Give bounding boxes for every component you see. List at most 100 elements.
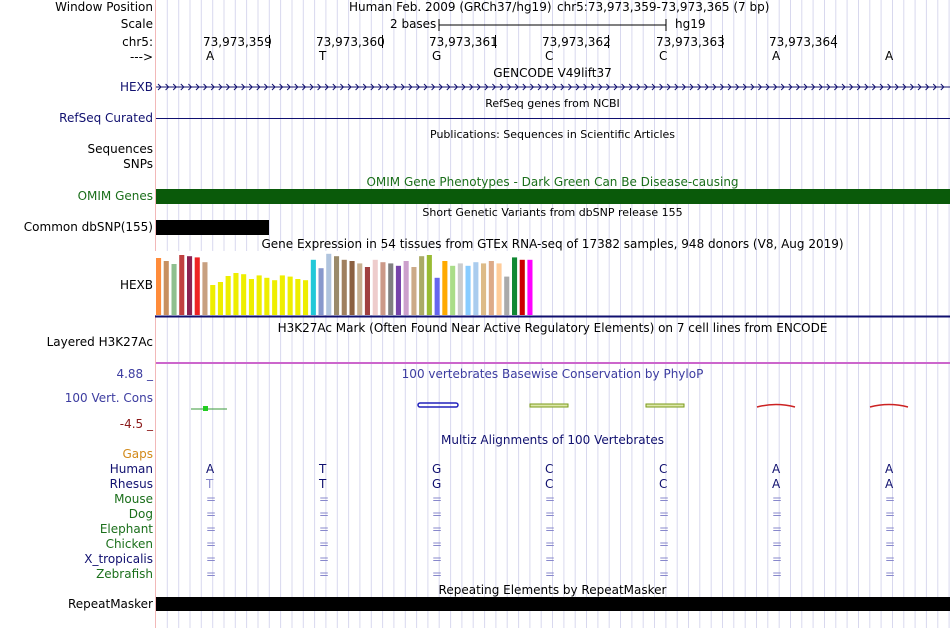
gtex-tissue-bar[interactable] <box>473 262 479 315</box>
species-label[interactable]: X_tropicalis <box>84 552 153 566</box>
sequences-label[interactable]: Sequences <box>87 142 153 156</box>
alignment-base: = <box>432 492 443 506</box>
dbsnp-label[interactable]: Common dbSNP(155) <box>23 220 153 234</box>
gtex-tissue-bar[interactable] <box>295 279 301 315</box>
gtex-tissue-bar[interactable] <box>465 265 471 315</box>
gtex-tissue-bar[interactable] <box>241 274 247 315</box>
strand-chevron <box>271 83 276 91</box>
gtex-tissue-bar[interactable] <box>488 261 494 315</box>
gaps-label[interactable]: Gaps <box>122 447 153 461</box>
strand-chevron <box>210 83 215 91</box>
species-label[interactable]: Rhesus <box>109 477 153 491</box>
strand-chevron <box>378 83 383 91</box>
gtex-tissue-bar[interactable] <box>187 256 193 315</box>
strand-chevron <box>803 83 808 91</box>
h3k27ac-label[interactable]: Layered H3K27Ac <box>46 335 153 349</box>
gtex-tissue-bar[interactable] <box>496 263 502 315</box>
gtex-tissue-bar[interactable] <box>527 259 533 315</box>
omim-gene-bar[interactable] <box>156 189 950 204</box>
h3k27ac-signal-line <box>156 362 950 364</box>
refseq-label[interactable]: RefSeq Curated <box>59 111 153 125</box>
gtex-tissue-bar[interactable] <box>395 265 401 315</box>
gtex-tissue-bar[interactable] <box>372 259 378 315</box>
gtex-tissue-bar[interactable] <box>264 277 270 315</box>
gtex-tissue-bar[interactable] <box>217 282 223 315</box>
gtex-tissue-bar[interactable] <box>519 259 525 315</box>
dbsnp-variant-bar[interactable] <box>156 220 269 235</box>
gtex-tissue-bar[interactable] <box>457 263 463 315</box>
gtex-tissue-bar[interactable] <box>334 256 340 315</box>
gtex-tissue-bar[interactable] <box>380 262 386 315</box>
gtex-tissue-bar[interactable] <box>225 276 231 315</box>
gtex-tissue-bar[interactable] <box>179 255 185 315</box>
gtex-gene-label[interactable]: HEXB <box>119 278 153 292</box>
gtex-tissue-bar[interactable] <box>434 277 440 315</box>
refseq-gene-line[interactable] <box>156 118 950 119</box>
phylop-conservation-plot[interactable] <box>156 396 950 416</box>
alignment-base: = <box>319 492 330 506</box>
species-label[interactable]: Zebrafish <box>96 567 153 581</box>
gtex-tissue-bar[interactable] <box>442 261 448 315</box>
gtex-tissue-bar[interactable] <box>194 257 200 315</box>
gencode-gene-label[interactable]: HEXB <box>119 80 153 94</box>
species-label[interactable]: Human <box>109 462 153 476</box>
strand-chevron <box>765 83 770 91</box>
gtex-tissue-bar[interactable] <box>287 276 293 315</box>
phylop-label[interactable]: 100 Vert. Cons <box>64 391 153 405</box>
species-label[interactable]: Chicken <box>105 537 153 551</box>
gtex-tissue-bar[interactable] <box>512 257 518 315</box>
repeatmasker-title: Repeating Elements by RepeatMasker <box>438 583 667 597</box>
gtex-tissue-bar[interactable] <box>318 268 324 315</box>
alignment-base: = <box>545 552 556 566</box>
gtex-tissue-bar[interactable] <box>419 256 425 315</box>
gtex-tissue-bar[interactable] <box>403 261 409 315</box>
gtex-tissue-bar[interactable] <box>210 285 216 315</box>
gtex-tissue-bar[interactable] <box>163 261 169 315</box>
gtex-tissue-bar[interactable] <box>388 263 394 315</box>
gtex-tissue-bar[interactable] <box>364 267 370 315</box>
strand-chevron <box>294 83 299 91</box>
gtex-tissue-bar[interactable] <box>171 264 177 315</box>
alignment-base: = <box>432 537 443 551</box>
snps-label[interactable]: SNPs <box>123 157 153 171</box>
gtex-tissue-bar[interactable] <box>202 262 208 315</box>
species-label[interactable]: Elephant <box>99 522 153 536</box>
strand-chevron <box>917 83 922 91</box>
gtex-tissue-bar[interactable] <box>248 279 254 315</box>
gtex-tissue-bar[interactable] <box>156 258 162 315</box>
gtex-tissue-bar[interactable] <box>341 259 347 315</box>
strand-chevron <box>750 83 755 91</box>
strand-chevron <box>264 83 269 91</box>
gtex-tissue-bar[interactable] <box>233 273 239 315</box>
gtex-tissue-bar[interactable] <box>256 275 262 315</box>
gtex-tissue-bar[interactable] <box>279 275 285 315</box>
strand-chevron <box>324 83 329 91</box>
alignment-base: = <box>432 552 443 566</box>
strand-chevron <box>712 83 717 91</box>
gtex-tissue-bar[interactable] <box>426 255 432 315</box>
gtex-tissue-bar[interactable] <box>310 259 316 315</box>
species-label[interactable]: Mouse <box>114 492 153 506</box>
ruler-tick <box>608 35 609 48</box>
alignment-base: G <box>432 477 442 491</box>
repeatmasker-bar[interactable] <box>156 597 950 611</box>
strand-chevron <box>530 83 535 91</box>
gtex-tissue-bar[interactable] <box>357 263 363 315</box>
strand-chevron <box>157 83 162 91</box>
gtex-tissue-bar[interactable] <box>303 280 309 315</box>
species-label[interactable]: Dog <box>128 507 153 521</box>
gtex-tissue-bar[interactable] <box>450 265 456 315</box>
gtex-tissue-bar[interactable] <box>411 267 417 315</box>
repeatmasker-label[interactable]: RepeatMasker <box>67 597 153 611</box>
gtex-tissue-bar[interactable] <box>326 253 332 315</box>
gtex-expression-chart[interactable] <box>155 251 950 319</box>
gtex-tissue-bar[interactable] <box>272 280 278 315</box>
gtex-tissue-bar[interactable] <box>504 276 510 315</box>
ruler-coordinate: 73,973,361 <box>429 35 498 49</box>
alignment-base: = <box>432 522 443 536</box>
alignment-base: = <box>885 537 896 551</box>
omim-label[interactable]: OMIM Genes <box>77 189 153 203</box>
gtex-tissue-bar[interactable] <box>481 263 487 315</box>
gencode-gene-feature[interactable] <box>156 80 950 94</box>
gtex-tissue-bar[interactable] <box>349 261 355 315</box>
